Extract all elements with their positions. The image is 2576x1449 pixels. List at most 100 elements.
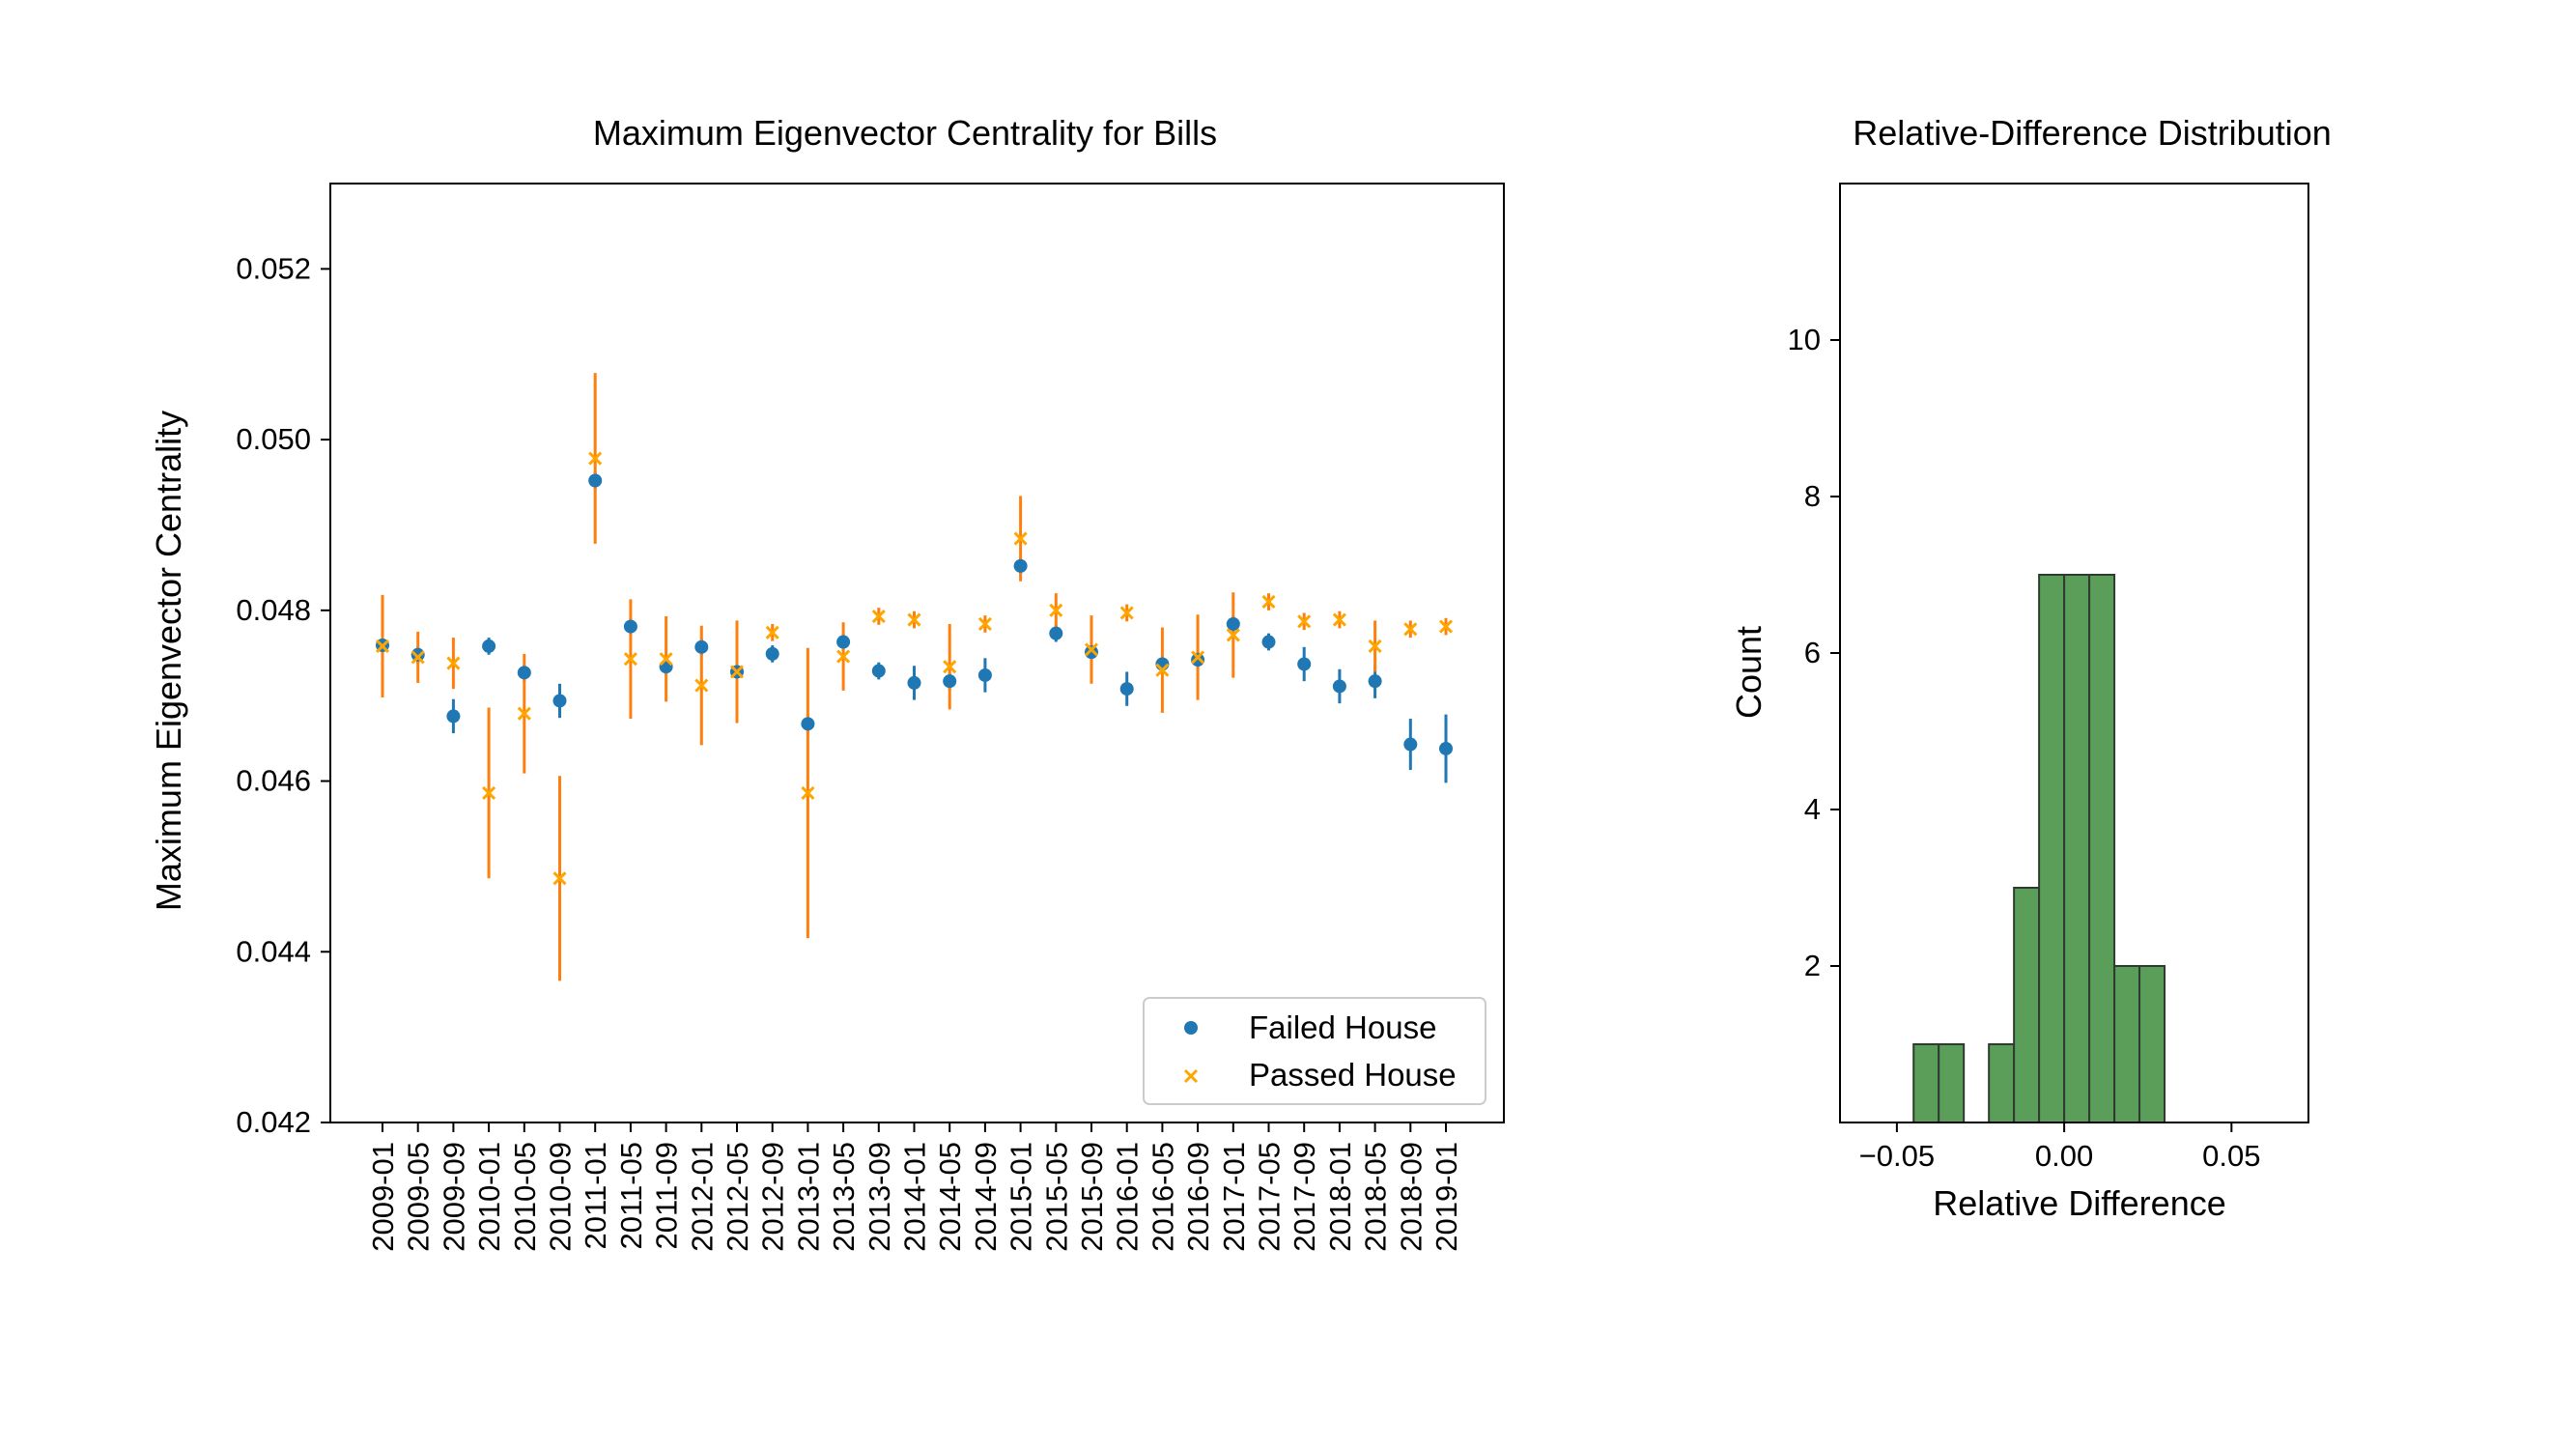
passed-point-stroke (977, 616, 992, 632)
failed-point (907, 675, 921, 690)
histogram-x-axis-label: Relative Difference (1933, 1183, 2226, 1223)
x-tick-label: 2012-09 (756, 1142, 790, 1252)
histogram-bar (2138, 965, 2166, 1123)
x-tick-label: 2013-09 (863, 1142, 896, 1252)
failed-point (410, 647, 425, 662)
passed-point (1226, 628, 1240, 642)
passed-point (482, 785, 496, 800)
passed-point (410, 650, 425, 665)
failed-point (943, 674, 957, 689)
x-tick-label: 2017-05 (1253, 1142, 1287, 1252)
y-tick-label: 0.046 (236, 764, 311, 798)
passed-point-stroke (836, 649, 851, 664)
hist-y-tick-label: 6 (1804, 636, 1821, 669)
x-tick-label: 2015-09 (1075, 1142, 1109, 1252)
x-tick-label: 2016-09 (1181, 1142, 1215, 1252)
failed-point (765, 646, 779, 661)
passed-point (1332, 612, 1346, 627)
histogram-bars (1912, 574, 2166, 1123)
histogram-y-axis-label: Count (1729, 626, 1769, 719)
centrality-plot-frame (329, 183, 1505, 1123)
failed-point (1191, 653, 1205, 668)
failed-point (871, 664, 886, 678)
passed-point-stroke (659, 652, 673, 667)
passed-point-stroke (1119, 606, 1134, 620)
passed-point-stroke (1049, 603, 1063, 617)
passed-point-stroke (765, 625, 779, 639)
failed-point (1085, 645, 1098, 660)
passed-point (1368, 639, 1382, 653)
passed-point-stroke (1261, 594, 1276, 610)
passed-point (659, 652, 673, 667)
histogram-bar (2038, 574, 2066, 1123)
failed-point (1226, 616, 1240, 631)
passed-point (694, 678, 709, 693)
failed-point (446, 709, 461, 724)
passed-point (977, 616, 992, 632)
legend-passed-marker (1183, 1068, 1199, 1084)
x-tick-label: 2011-05 (614, 1142, 648, 1249)
x-tick-label: 2011-01 (579, 1142, 612, 1249)
passed-point-stroke (871, 609, 886, 624)
x-tick-label: 2009-05 (402, 1142, 436, 1252)
histogram-bar (1988, 1043, 2016, 1123)
x-tick-label: 2018-09 (1394, 1142, 1428, 1252)
hist-y-tick-label: 8 (1804, 479, 1821, 513)
hist-x-tick-label: −0.05 (1859, 1139, 1935, 1173)
histogram-bar (2088, 574, 2116, 1123)
failed-point (552, 694, 567, 708)
passed-point-stroke (1332, 612, 1346, 627)
passed-point-stroke (552, 871, 567, 886)
failed-point (588, 473, 603, 488)
hist-y-tick-label: 4 (1804, 792, 1821, 826)
x-tick-label: 2011-09 (650, 1142, 684, 1249)
histogram-x-ticks: −0.05 0.00 0.05 (1859, 1122, 2260, 1173)
passed-point (1049, 603, 1063, 617)
passed-point (517, 706, 531, 721)
passed-point-stroke (694, 678, 709, 693)
centrality-chart-title: Maximum Eigenvector Centrality for Bills (593, 113, 1217, 153)
passed-point-stroke (943, 660, 957, 674)
passed-point (1119, 606, 1134, 620)
x-tick-label: 2010-09 (544, 1142, 578, 1252)
x-tick-label: 2019-01 (1430, 1142, 1463, 1252)
passed-point (871, 609, 886, 624)
passed-point-stroke (1013, 531, 1028, 546)
passed-point (588, 451, 603, 466)
x-tick-label: 2018-01 (1323, 1142, 1357, 1252)
passed-point-stroke (446, 656, 461, 670)
failed-point (977, 668, 992, 682)
x-tick-label: 2010-05 (508, 1142, 542, 1252)
x-tick-label: 2009-01 (366, 1142, 400, 1252)
centrality-points (375, 451, 1454, 886)
histogram-bar (2013, 887, 2041, 1123)
x-tick-label: 2012-05 (721, 1142, 754, 1252)
failed-point (836, 635, 851, 649)
passed-point (623, 652, 637, 667)
y-tick-label: 0.044 (236, 934, 311, 968)
passed-point (1438, 619, 1454, 634)
x-tick-label: 2012-01 (685, 1142, 719, 1252)
passed-point (1261, 594, 1276, 610)
y-tick-label: 0.052 (236, 251, 311, 285)
passed-point-stroke (517, 706, 531, 721)
passed-point-stroke (482, 785, 496, 800)
passed-point (375, 639, 390, 653)
centrality-y-axis-label: Maximum Eigenvector Centrality (149, 411, 188, 911)
legend-passed-label: Passed House (1249, 1057, 1457, 1093)
passed-point-stroke (1438, 619, 1454, 634)
passed-point (446, 656, 461, 670)
failed-point (1297, 657, 1312, 671)
passed-point (907, 612, 921, 627)
passed-point-stroke (1191, 650, 1205, 665)
legend-box (1143, 997, 1486, 1105)
histogram-bar (2113, 965, 2141, 1123)
passed-point-stroke (729, 665, 745, 679)
passed-point-stroke (375, 639, 390, 653)
failed-point (623, 619, 637, 634)
passed-point (552, 871, 567, 886)
passed-point-stroke (1403, 622, 1418, 637)
x-tick-label: 2015-05 (1039, 1142, 1073, 1252)
x-tick-label: 2016-05 (1146, 1142, 1179, 1252)
